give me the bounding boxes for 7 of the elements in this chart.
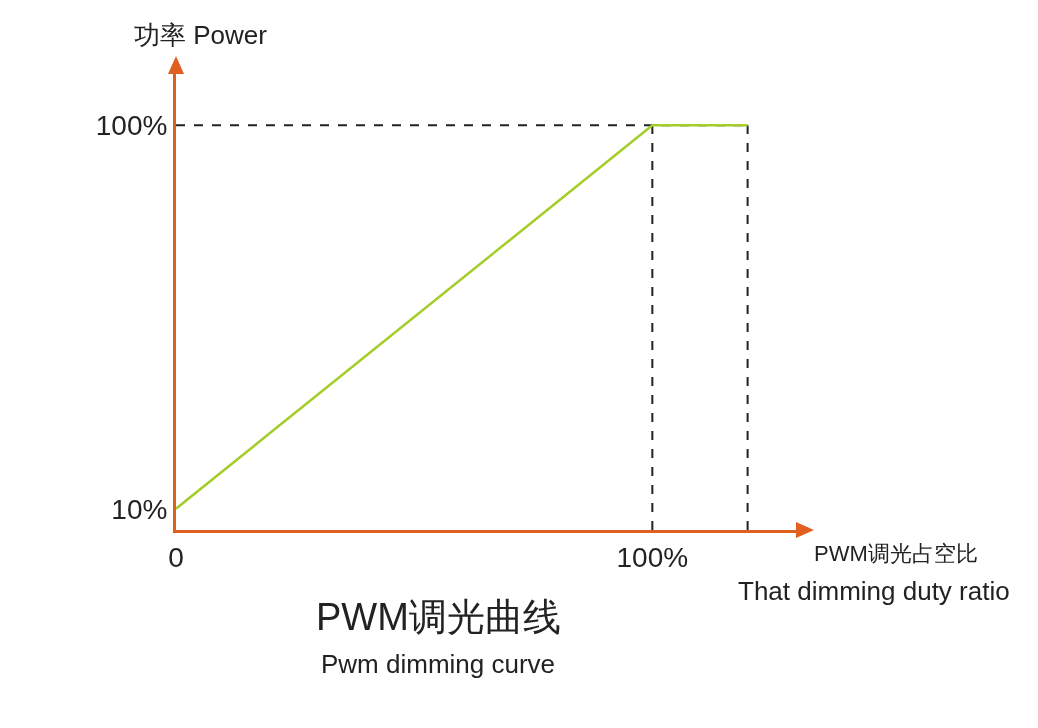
x-tick-label: 0 bbox=[168, 541, 184, 573]
text: That dimming duty ratio bbox=[738, 576, 1010, 606]
y-axis-title: 功率 Power bbox=[134, 20, 268, 50]
x-axis-title: PWM调光占空比 bbox=[814, 541, 978, 566]
y-tick-label: 10% bbox=[111, 493, 168, 525]
text: Pwm dimming curve bbox=[321, 649, 556, 679]
text: PWM调光曲线 bbox=[316, 596, 561, 638]
